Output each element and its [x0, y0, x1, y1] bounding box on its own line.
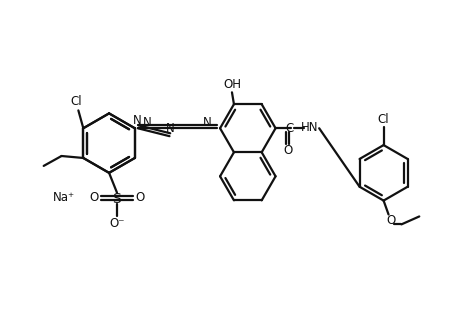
Text: O: O	[284, 144, 293, 156]
Text: OH: OH	[223, 78, 241, 91]
Text: N: N	[166, 122, 175, 135]
Text: O⁻: O⁻	[109, 217, 125, 230]
Text: HN: HN	[300, 121, 318, 134]
Text: C: C	[285, 122, 293, 135]
Text: O: O	[386, 214, 395, 227]
Text: O: O	[135, 191, 144, 204]
Text: O: O	[90, 191, 99, 204]
Text: Na⁺: Na⁺	[52, 191, 75, 204]
Text: N: N	[132, 114, 141, 127]
Text: Cl: Cl	[378, 113, 389, 126]
Text: S: S	[113, 192, 121, 206]
Text: N: N	[203, 116, 212, 129]
Text: Cl: Cl	[71, 95, 82, 108]
Text: N: N	[143, 116, 152, 129]
